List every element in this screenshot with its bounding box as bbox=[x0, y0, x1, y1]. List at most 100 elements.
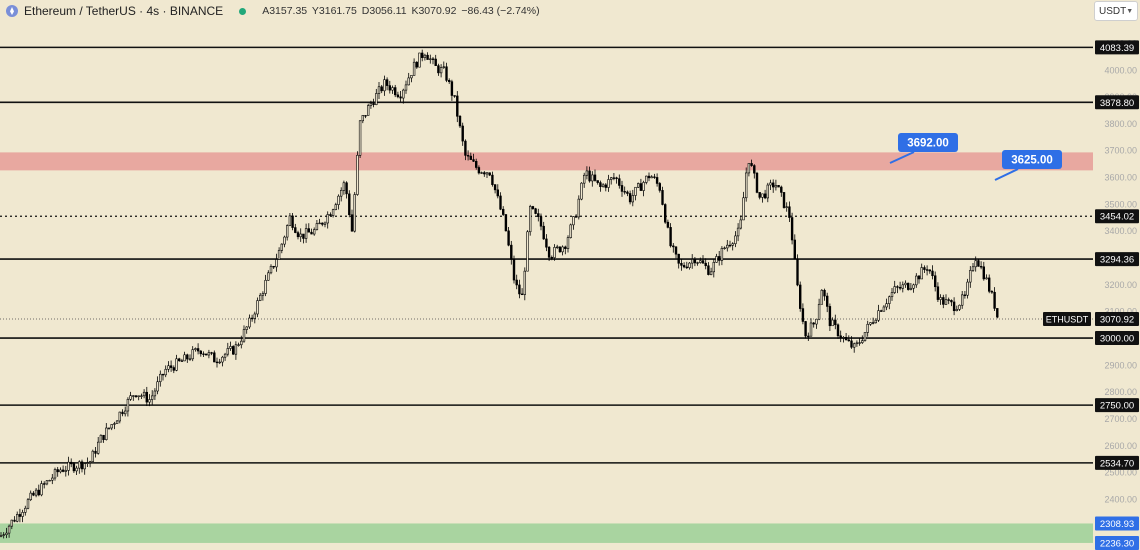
candle-body bbox=[253, 313, 256, 319]
y-axis-tick-label: 3100.00 bbox=[1104, 307, 1137, 317]
level-price-label: 3454.02 bbox=[1100, 212, 1134, 223]
candle-body bbox=[321, 222, 324, 225]
candle-body bbox=[958, 304, 961, 310]
candle-body bbox=[955, 309, 959, 312]
candle-body bbox=[420, 52, 424, 58]
candle-body bbox=[901, 284, 905, 289]
candle-body bbox=[825, 295, 829, 307]
candle-body bbox=[223, 353, 227, 358]
candle-body bbox=[977, 260, 980, 267]
candle-body bbox=[474, 160, 478, 168]
candle-body bbox=[380, 86, 383, 92]
ohlc-low: D3056.11 bbox=[361, 5, 407, 17]
candle-body bbox=[704, 262, 707, 267]
candle-body bbox=[121, 411, 124, 415]
candle-body bbox=[483, 172, 486, 175]
candle-body bbox=[512, 259, 516, 281]
candle-body bbox=[682, 265, 686, 268]
candle-body bbox=[739, 219, 743, 229]
candle-body bbox=[807, 335, 810, 338]
candle-body bbox=[820, 289, 824, 305]
candle-body bbox=[861, 340, 864, 343]
candle-body bbox=[88, 461, 92, 463]
y-axis-tick-label: 3200.00 bbox=[1104, 280, 1137, 290]
candle-body bbox=[939, 297, 942, 300]
candle-body bbox=[707, 265, 710, 275]
candle-body bbox=[917, 275, 921, 280]
candle-body bbox=[588, 170, 591, 182]
candle-body bbox=[582, 174, 586, 184]
candle-body bbox=[526, 231, 529, 272]
candle-body bbox=[960, 294, 964, 306]
y-axis-tick-label: 3600.00 bbox=[1104, 173, 1137, 183]
candle-body bbox=[310, 231, 313, 235]
candle-body bbox=[572, 216, 575, 226]
candle-body bbox=[728, 244, 732, 247]
candle-body bbox=[672, 245, 675, 248]
level-price-badge bbox=[1095, 40, 1139, 55]
candle-body bbox=[736, 227, 740, 237]
candle-body bbox=[850, 340, 853, 348]
level-price-badge bbox=[1095, 209, 1139, 224]
candle-body bbox=[626, 191, 629, 194]
candle-body bbox=[202, 353, 205, 355]
candle-body bbox=[993, 291, 996, 309]
candle-body bbox=[852, 343, 856, 348]
candle-body bbox=[385, 79, 389, 86]
candle-body bbox=[777, 185, 780, 188]
candle-body bbox=[515, 279, 518, 286]
candle-body bbox=[504, 214, 508, 232]
y-axis-tick-label: 2600.00 bbox=[1104, 441, 1137, 451]
market-status-icon bbox=[239, 7, 247, 15]
candle-body bbox=[86, 462, 89, 464]
candle-body bbox=[553, 247, 556, 258]
candle-body bbox=[944, 299, 948, 305]
ohlc-close: K3070.92 bbox=[411, 5, 457, 17]
candle-body bbox=[696, 262, 699, 264]
candle-body bbox=[0, 535, 3, 537]
candle-body bbox=[377, 86, 381, 94]
candle-body bbox=[496, 189, 499, 197]
candle-body bbox=[442, 66, 445, 68]
candle-body bbox=[32, 492, 35, 496]
candle-body bbox=[593, 174, 597, 181]
candle-body bbox=[307, 228, 310, 233]
y-axis-tick-label: 2700.00 bbox=[1104, 414, 1137, 424]
candle-body bbox=[979, 266, 983, 268]
candle-body bbox=[434, 58, 437, 66]
candle-body bbox=[256, 300, 259, 315]
candle-body bbox=[102, 434, 105, 440]
price-callout[interactable] bbox=[898, 133, 958, 152]
candle-body bbox=[890, 292, 894, 298]
candle-body bbox=[534, 208, 537, 214]
candle-body bbox=[501, 208, 505, 215]
symbol-title[interactable]: Ethereum / TetherUS · 4s · BINANCE bbox=[24, 4, 224, 18]
candle-body bbox=[91, 450, 95, 462]
candle-body bbox=[191, 349, 194, 360]
candle-body bbox=[639, 183, 643, 191]
candle-body bbox=[537, 213, 540, 217]
candle-body bbox=[528, 206, 532, 233]
zone-price-badge bbox=[1095, 516, 1139, 531]
candle-body bbox=[731, 243, 734, 246]
candle-body bbox=[137, 395, 140, 398]
candle-body bbox=[650, 176, 653, 179]
candle-body bbox=[126, 399, 130, 412]
candle-body bbox=[542, 225, 545, 240]
candle-body bbox=[523, 270, 527, 295]
candle-body bbox=[882, 306, 886, 312]
candle-body bbox=[844, 337, 848, 341]
candle-body bbox=[747, 163, 751, 174]
currency-select[interactable]: USDT ▼ bbox=[1094, 1, 1138, 21]
level-price-label: 3878.80 bbox=[1100, 98, 1134, 109]
candle-body bbox=[642, 182, 645, 191]
price-callout[interactable] bbox=[1002, 150, 1062, 169]
candle-body bbox=[709, 271, 713, 275]
candle-body bbox=[402, 89, 405, 99]
candle-body bbox=[353, 194, 356, 232]
level-price-label: 3000.00 bbox=[1100, 334, 1134, 345]
candle-body bbox=[145, 391, 148, 403]
candle-body bbox=[761, 193, 764, 198]
candle-body bbox=[488, 172, 491, 176]
